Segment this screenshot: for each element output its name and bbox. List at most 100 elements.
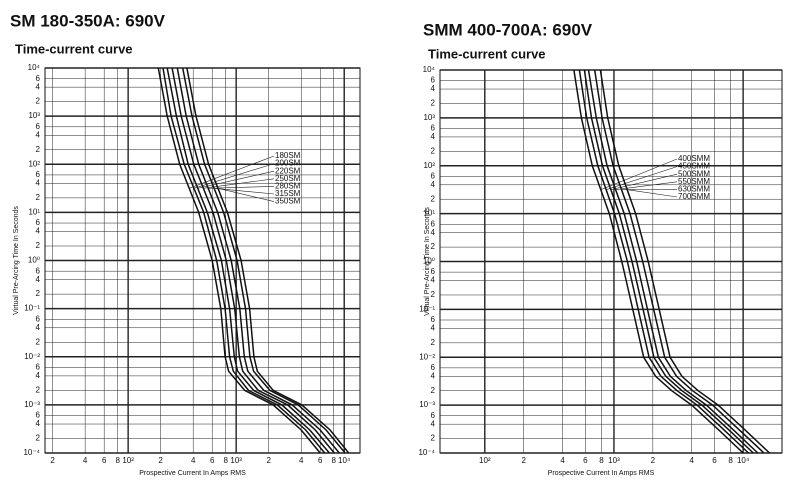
x-tick-label: 10³ [230, 456, 242, 465]
x-tick-label: 6 [712, 456, 717, 465]
x-tick-label: 6 [318, 456, 323, 465]
legend-leader [208, 186, 275, 189]
y-tick-label: 4 [431, 371, 436, 380]
y-axis-title: Virtual Pre-Arcing Time In Seconds [13, 206, 20, 315]
y-tick-label: 10¹ [28, 207, 40, 216]
y-tick-label: 4 [36, 419, 41, 428]
y-tick-label: 2 [431, 338, 436, 347]
legend-label: 250SM [275, 174, 301, 183]
y-tick-label: 6 [431, 267, 436, 276]
y-tick-label: 10⁻⁴ [418, 448, 435, 457]
curve [583, 69, 754, 454]
x-tick-label: 10⁴ [737, 456, 750, 465]
y-tick-label: 6 [36, 266, 41, 275]
curve [593, 69, 765, 454]
x-tick-label: 4 [299, 456, 304, 465]
y-tick-label: 10² [28, 159, 40, 168]
legend-leader [197, 170, 275, 189]
y-tick-label: 4 [36, 371, 41, 380]
legend-label: 550SMM [678, 177, 710, 186]
y-tick-label: 4 [36, 275, 41, 284]
x-tick-label: 6 [583, 456, 588, 465]
y-tick-label: 2 [431, 146, 436, 155]
y-tick-label: 4 [431, 180, 436, 189]
y-tick-label: 4 [36, 179, 41, 188]
y-axis-title: Virtual Pre-Arcing Time In Seconds [424, 207, 431, 316]
y-tick-label: 2 [431, 386, 436, 395]
y-tick-label: 6 [36, 218, 41, 227]
x-tick-label: 2 [651, 456, 656, 465]
x-tick-label: 2 [266, 456, 271, 465]
x-tick-label: 8 [115, 456, 120, 465]
y-tick-label: 6 [36, 122, 41, 131]
y-tick-label: 10⁰ [28, 256, 40, 265]
chart-title: SM 180-350A: 690V [10, 11, 166, 30]
y-tick-label: 4 [431, 324, 436, 333]
y-tick-label: 10⁴ [28, 63, 41, 72]
y-tick-label: 10² [423, 161, 435, 170]
legend-leader [627, 189, 678, 198]
y-tick-label: 4 [431, 419, 436, 428]
y-tick-label: 10⁻¹ [24, 304, 40, 313]
x-tick-label: 2 [50, 456, 55, 465]
x-tick-label: 10³ [608, 456, 620, 465]
y-tick-label: 10³ [423, 113, 435, 122]
x-tick-label: 10² [122, 456, 134, 465]
x-tick-label: 8 [728, 456, 733, 465]
y-tick-label: 2 [36, 434, 41, 443]
curve [181, 67, 346, 454]
legend-label: 700SMM [678, 192, 710, 201]
x-tick-label: 4 [560, 456, 565, 465]
legend-leader [610, 173, 678, 190]
curve [171, 67, 335, 454]
y-tick-label: 2 [36, 289, 41, 298]
x-tick-label: 6 [102, 456, 107, 465]
x-tick-label: 6 [210, 456, 215, 465]
curve [157, 67, 321, 454]
y-tick-label: 4 [431, 276, 436, 285]
y-tick-label: 6 [431, 76, 436, 85]
y-tick-label: 6 [36, 170, 41, 179]
curve [573, 69, 744, 454]
legend-label: 500SMM [678, 169, 710, 178]
curve [186, 67, 350, 454]
x-tick-label: 10² [479, 456, 491, 465]
legend-leader [606, 166, 678, 190]
y-tick-label: 4 [36, 130, 41, 139]
chart-title: SMM 400-700A: 690V [423, 20, 593, 39]
y-tick-label: 10⁻³ [24, 400, 40, 409]
legend-label: 200SM [275, 159, 301, 168]
legend-label: 630SMM [678, 185, 710, 194]
y-tick-label: 10⁰ [423, 257, 435, 266]
legend-leader [217, 188, 275, 202]
y-tick-label: 6 [431, 124, 436, 133]
x-axis-title: Prospective Current In Amps RMS [139, 470, 246, 477]
y-tick-label: 2 [36, 385, 41, 394]
x-tick-label: 2 [521, 456, 526, 465]
x-tick-label: 4 [191, 456, 196, 465]
y-tick-label: 2 [431, 434, 436, 443]
y-tick-label: 6 [431, 315, 436, 324]
y-tick-label: 10⁻² [419, 352, 435, 361]
x-tick-label: 4 [83, 456, 88, 465]
y-tick-label: 10⁴ [423, 65, 436, 74]
y-tick-label: 4 [431, 84, 436, 93]
y-tick-label: 2 [431, 290, 436, 299]
y-tick-label: 2 [36, 193, 41, 202]
legend-leader [189, 155, 275, 189]
y-tick-label: 6 [431, 363, 436, 372]
y-tick-label: 10⁻⁴ [23, 448, 40, 457]
y-tick-label: 10⁻³ [419, 400, 435, 409]
curve [176, 67, 340, 454]
x-tick-label: 8 [599, 456, 604, 465]
y-tick-label: 6 [36, 411, 41, 420]
x-tick-label: 8 [223, 456, 228, 465]
x-tick-label: 2 [158, 456, 163, 465]
curve [599, 69, 771, 454]
legend-leader [615, 181, 678, 190]
curve [578, 69, 750, 454]
x-tick-label: 10⁴ [338, 456, 351, 465]
y-tick-label: 4 [36, 82, 41, 91]
y-tick-label: 10⁻² [24, 352, 40, 361]
